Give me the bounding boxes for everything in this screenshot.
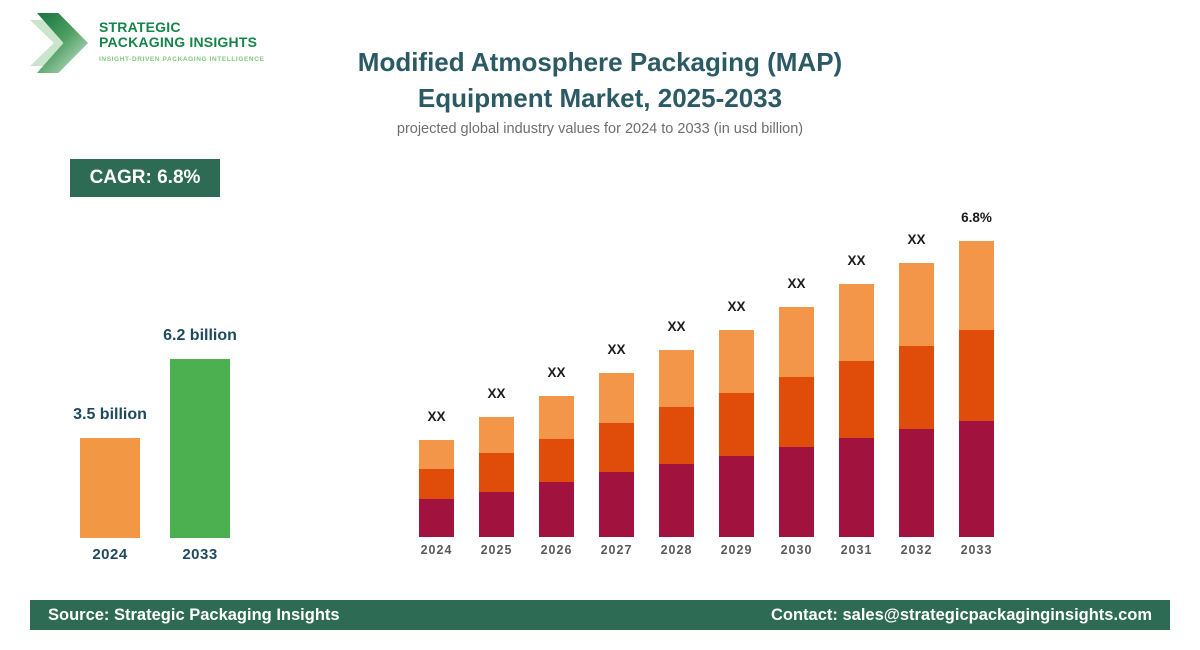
axis-year-label: 2027 xyxy=(600,543,633,557)
bar-segment-middle xyxy=(419,469,454,499)
bar-segment-middle xyxy=(839,361,874,438)
bar-segment-bottom xyxy=(539,482,574,537)
brand-logo: STRATEGIC PACKAGING INSIGHTS INSIGHT-DRI… xyxy=(30,13,264,73)
bar-segment-top xyxy=(539,396,574,439)
bar-segment-top xyxy=(419,440,454,469)
page-title-line1: Modified Atmosphere Packaging (MAP) xyxy=(357,47,843,77)
page-subtitle: projected global industry values for 202… xyxy=(396,121,804,137)
projection-bar-group: XX 2025 xyxy=(479,386,514,558)
summary-bar xyxy=(170,359,230,538)
bar-top-label: XX xyxy=(607,342,626,357)
bar-top-label: XX xyxy=(907,232,926,247)
footer-bar: Source: Strategic Packaging Insights Con… xyxy=(30,600,1170,630)
bar-segment-middle xyxy=(959,330,994,421)
axis-year-label: 2028 xyxy=(660,543,693,557)
bar-segment-top xyxy=(959,241,994,330)
projection-bar-group: XX 2027 xyxy=(599,342,634,558)
axis-year-label: 2033 xyxy=(182,546,218,563)
page-title-line2: Equipment Market, 2025-2033 xyxy=(417,83,783,113)
bar-segment-top xyxy=(839,284,874,361)
bar-top-label: XX xyxy=(727,299,746,314)
projection-bar-group: XX 2031 xyxy=(839,253,874,558)
projection-bar-group: XX 2028 xyxy=(659,319,694,558)
bar-top-label: XX xyxy=(487,386,506,401)
bar-top-label: XX xyxy=(787,276,806,291)
bar-segment-middle xyxy=(599,423,634,472)
axis-year-label: 2026 xyxy=(540,543,573,557)
bar-segment-bottom xyxy=(419,499,454,537)
projection-bar-group: XX 2026 xyxy=(539,365,574,558)
bar-segment-bottom xyxy=(659,464,694,537)
brand-name-line1: STRATEGIC xyxy=(99,19,181,35)
bar-top-label: XX xyxy=(667,319,686,334)
axis-year-label: 2024 xyxy=(420,543,453,557)
cagr-badge: CAGR: 6.8% xyxy=(70,159,220,197)
summary-bar-group: 3.5 billion 2024 xyxy=(73,406,147,564)
bar-segment-top xyxy=(899,263,934,346)
bar-segment-bottom xyxy=(479,492,514,537)
axis-year-label: 2031 xyxy=(840,543,873,557)
projection-chart: XX 2024 XX 2025 XX 2026 XX 2027 XX 2028 XX 2029 XX 20… xyxy=(419,210,994,558)
bar-top-label: XX xyxy=(847,253,866,268)
bar-segment-bottom xyxy=(719,456,754,537)
bar-segment-middle xyxy=(899,346,934,429)
brand-name-line2: PACKAGING INSIGHTS xyxy=(99,34,258,50)
axis-year-label: 2033 xyxy=(960,543,993,557)
bar-segment-top xyxy=(719,330,754,393)
bar-segment-bottom xyxy=(839,438,874,537)
axis-year-label: 2024 xyxy=(92,546,128,563)
projection-bar-group: XX 2024 xyxy=(419,409,454,558)
bar-segment-middle xyxy=(779,377,814,447)
axis-year-label: 2029 xyxy=(720,543,753,557)
bar-segment-top xyxy=(659,350,694,407)
bar-segment-bottom xyxy=(959,421,994,537)
axis-year-label: 2032 xyxy=(900,543,933,557)
axis-year-label: 2025 xyxy=(480,543,513,557)
chart-header: Modified Atmosphere Packaging (MAP) Equi… xyxy=(0,44,1200,137)
projection-bar-group: 6.8% 2033 xyxy=(959,210,994,558)
bar-top-label: XX xyxy=(547,365,566,380)
brand-text: STRATEGIC PACKAGING INSIGHTS INSIGHT-DRI… xyxy=(99,13,265,64)
bar-segment-top xyxy=(779,307,814,377)
bar-top-label: 6.8% xyxy=(961,210,992,225)
bar-segment-bottom xyxy=(899,429,934,537)
summary-chart: 3.5 billion 2024 6.2 billion 2033 xyxy=(73,327,237,564)
bar-segment-top xyxy=(599,373,634,423)
contact-text: Contact: sales@strategicpackaginginsight… xyxy=(770,605,1152,624)
chevron-right-icon xyxy=(30,13,88,73)
bar-segment-middle xyxy=(479,453,514,492)
projection-bar-group: XX 2029 xyxy=(719,299,754,558)
projection-bar-group: XX 2032 xyxy=(899,232,934,558)
bar-value-label: 3.5 billion xyxy=(73,406,147,423)
bar-segment-bottom xyxy=(779,447,814,537)
brand-tagline: INSIGHT-DRIVEN PACKAGING INTELLIGENCE xyxy=(99,56,265,63)
axis-year-label: 2030 xyxy=(780,543,813,557)
bar-segment-middle xyxy=(539,439,574,482)
bar-segment-middle xyxy=(719,393,754,456)
projection-bar-group: XX 2030 xyxy=(779,276,814,558)
summary-bar-group: 6.2 billion 2033 xyxy=(163,327,237,564)
summary-bar xyxy=(80,438,140,538)
bar-segment-bottom xyxy=(599,472,634,537)
bar-top-label: XX xyxy=(427,409,446,424)
bar-segment-middle xyxy=(659,407,694,464)
bar-segment-top xyxy=(479,417,514,453)
bar-value-label: 6.2 billion xyxy=(163,327,237,344)
source-text: Source: Strategic Packaging Insights xyxy=(48,605,340,624)
